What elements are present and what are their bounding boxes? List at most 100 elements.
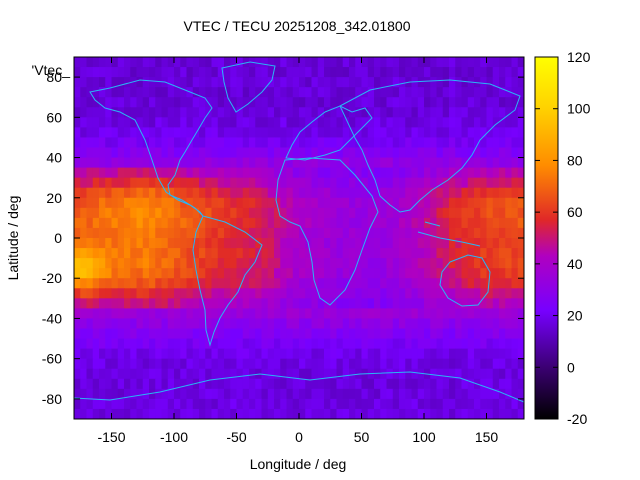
- heatmap-cell: [155, 388, 163, 400]
- heatmap-cell: [417, 358, 425, 370]
- heatmap-cell: [430, 368, 438, 380]
- heatmap-cell: [499, 127, 506, 139]
- heatmap-cell: [380, 248, 388, 259]
- heatmap-cell: [405, 338, 413, 350]
- heatmap-cell: [505, 408, 513, 419]
- heatmap-cell: [330, 288, 338, 299]
- heatmap-cell: [367, 398, 375, 410]
- heatmap-cell: [299, 57, 306, 68]
- heatmap-cell: [299, 248, 306, 259]
- heatmap-cell: [492, 127, 500, 139]
- heatmap-cell: [342, 117, 350, 128]
- heatmap-cell: [355, 147, 363, 159]
- heatmap-cell: [430, 117, 438, 128]
- y-tick-label: -80: [42, 391, 62, 407]
- heatmap-cell: [292, 338, 300, 350]
- heatmap-cell: [467, 268, 475, 279]
- heatmap-cell: [492, 137, 500, 149]
- heatmap-cell: [80, 328, 88, 340]
- heatmap-cell: [142, 217, 150, 229]
- heatmap-cell: [424, 167, 431, 179]
- heatmap-cell: [442, 348, 450, 360]
- heatmap-cell: [192, 358, 200, 370]
- heatmap-cell: [155, 77, 163, 88]
- heatmap-cell: [449, 358, 456, 370]
- heatmap-cell: [461, 408, 469, 419]
- heatmap-cell: [492, 238, 500, 249]
- heatmap-cell: [405, 97, 413, 108]
- heatmap-cell: [117, 358, 125, 370]
- heatmap-cell: [80, 318, 88, 330]
- heatmap-cell: [305, 187, 313, 199]
- heatmap-cell: [224, 348, 231, 360]
- heatmap-cell: [486, 388, 494, 400]
- heatmap-cell: [336, 57, 344, 68]
- heatmap-cell: [424, 227, 431, 239]
- heatmap-cell: [174, 187, 181, 199]
- heatmap-cell: [342, 348, 350, 360]
- heatmap-cell: [430, 107, 438, 118]
- heatmap-cell: [336, 167, 344, 179]
- heatmap-cell: [74, 77, 81, 88]
- heatmap-cell: [380, 258, 388, 269]
- heatmap-cell: [205, 348, 213, 360]
- heatmap-cell: [399, 298, 406, 309]
- heatmap-cell: [211, 167, 219, 179]
- coastline-africa: [275, 157, 379, 306]
- heatmap-cell: [336, 238, 344, 249]
- heatmap-cell: [499, 308, 506, 320]
- heatmap-cell: [242, 87, 250, 98]
- heatmap-cell: [492, 278, 500, 289]
- heatmap-cell: [505, 187, 513, 199]
- heatmap-cell: [386, 137, 394, 149]
- heatmap-cell: [199, 57, 206, 68]
- heatmap-cell: [186, 238, 194, 249]
- x-axis-ticks: -150 -100 -50 0 50 100 150: [97, 57, 498, 445]
- heatmap-cell: [367, 67, 375, 78]
- heatmap-cell: [399, 97, 406, 108]
- heatmap-cell: [130, 147, 138, 159]
- heatmap-cell: [492, 328, 500, 340]
- heatmap-cell: [492, 57, 500, 68]
- heatmap-cell: [255, 117, 263, 128]
- heatmap-cell: [480, 107, 488, 118]
- heatmap-cell: [461, 97, 469, 108]
- heatmap-cell: [161, 278, 169, 289]
- heatmap-cell: [374, 97, 381, 108]
- heatmap-cell: [317, 318, 325, 330]
- heatmap-cell: [517, 77, 524, 88]
- heatmap-cell: [424, 288, 431, 299]
- heatmap-cell: [199, 338, 206, 350]
- heatmap-cell: [217, 127, 225, 139]
- heatmap-cell: [80, 157, 88, 169]
- heatmap-cell: [174, 107, 181, 118]
- heatmap-cell: [249, 258, 256, 269]
- heatmap-cell: [517, 187, 524, 199]
- heatmap-cell: [505, 328, 513, 340]
- heatmap-cell: [180, 67, 188, 78]
- heatmap-cell: [167, 97, 175, 108]
- heatmap-cell: [474, 328, 481, 340]
- heatmap-cell: [349, 197, 356, 209]
- heatmap-cell: [199, 107, 206, 118]
- heatmap-cell: [205, 308, 213, 320]
- heatmap-cell: [286, 238, 294, 249]
- heatmap-cell: [386, 258, 394, 269]
- heatmap-cell: [305, 77, 313, 88]
- heatmap-cell: [80, 117, 88, 128]
- heatmap-cell: [236, 368, 244, 380]
- heatmap-cell: [74, 378, 81, 390]
- heatmap-cell: [361, 187, 369, 199]
- heatmap-cell: [286, 278, 294, 289]
- heatmap-cell: [224, 167, 231, 179]
- heatmap-cell: [86, 238, 94, 249]
- heatmap-cell: [205, 368, 213, 380]
- heatmap-cell: [305, 388, 313, 400]
- heatmap-cell: [342, 378, 350, 390]
- heatmap-cell: [330, 398, 338, 410]
- heatmap-cell: [455, 248, 463, 259]
- heatmap-cell: [292, 288, 300, 299]
- heatmap-cell: [205, 328, 213, 340]
- heatmap-cell: [86, 398, 94, 410]
- heatmap-cell: [92, 137, 100, 149]
